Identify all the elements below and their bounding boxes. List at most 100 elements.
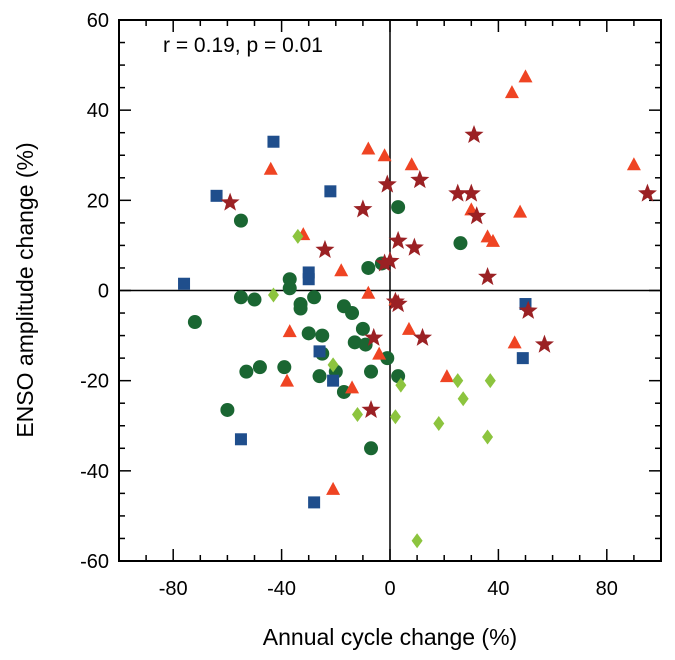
triangle-marker bbox=[280, 373, 295, 387]
circle-marker bbox=[277, 360, 292, 375]
star-marker bbox=[377, 174, 397, 193]
circle-marker bbox=[361, 260, 376, 275]
star-marker bbox=[413, 327, 433, 346]
star-marker bbox=[315, 239, 335, 259]
circle-marker bbox=[233, 213, 248, 228]
triangle-marker bbox=[504, 85, 519, 99]
square-marker bbox=[302, 273, 315, 286]
star-marker bbox=[464, 124, 484, 144]
circle-marker bbox=[301, 326, 316, 341]
star-marker bbox=[404, 237, 424, 256]
circle-marker bbox=[312, 369, 327, 384]
y-axis-label: ENSO amplitude change (%) bbox=[12, 142, 38, 437]
diamond-marker bbox=[452, 373, 464, 389]
star-marker bbox=[637, 183, 657, 202]
x-axis-label: Annual cycle change (%) bbox=[263, 624, 517, 650]
diamond-marker bbox=[267, 287, 279, 303]
star-marker bbox=[388, 294, 408, 313]
x-tick-label: -80 bbox=[159, 578, 188, 600]
triangle-marker bbox=[326, 481, 341, 495]
star-marker bbox=[461, 183, 481, 202]
diamond-marker bbox=[351, 406, 363, 422]
square-marker bbox=[234, 433, 247, 446]
x-tick-label: 0 bbox=[384, 578, 395, 600]
star-marker bbox=[220, 192, 240, 211]
star-marker bbox=[361, 399, 381, 419]
diamond-marker bbox=[484, 373, 496, 389]
triangle-marker bbox=[334, 263, 349, 277]
diamond-marker bbox=[433, 415, 445, 431]
circle-marker bbox=[293, 301, 308, 316]
x-tick-label: 80 bbox=[596, 578, 618, 600]
diamond-marker bbox=[457, 391, 469, 407]
circle-marker bbox=[453, 236, 468, 251]
diamond-marker bbox=[389, 409, 401, 425]
data-markers bbox=[178, 69, 657, 549]
axis-tick-labels: -80 -40 0 40 80 -60 -40 -20 0 20 40 60 bbox=[80, 10, 618, 600]
diamond-marker bbox=[482, 429, 494, 445]
circle-marker bbox=[364, 441, 379, 456]
triangle-marker bbox=[372, 346, 387, 360]
diamond-marker bbox=[411, 533, 423, 549]
circle-marker bbox=[358, 337, 373, 352]
circle-marker bbox=[315, 328, 330, 343]
triangle-marker bbox=[401, 321, 416, 335]
triangle-marker bbox=[518, 69, 533, 83]
triangle-marker bbox=[263, 161, 278, 175]
y-tick-label: 60 bbox=[87, 10, 109, 32]
triangle-marker bbox=[345, 380, 360, 394]
circle-marker bbox=[345, 306, 360, 321]
triangle-marker bbox=[404, 157, 419, 171]
square-marker bbox=[308, 496, 321, 509]
circle-marker bbox=[380, 351, 395, 366]
circle-marker bbox=[252, 360, 267, 375]
y-tick-label: 40 bbox=[87, 100, 109, 122]
y-tick-label: -60 bbox=[80, 551, 109, 573]
square-marker bbox=[267, 135, 280, 148]
circle-marker bbox=[355, 321, 370, 336]
y-tick-label: 20 bbox=[87, 190, 109, 212]
circle-marker bbox=[247, 292, 262, 307]
triangle-marker bbox=[377, 148, 392, 162]
circle-marker bbox=[282, 281, 297, 296]
star-marker bbox=[448, 183, 468, 202]
star-marker bbox=[364, 327, 384, 346]
star-marker bbox=[388, 230, 408, 249]
correlation-annotation: r = 0.19, p = 0.01 bbox=[163, 34, 323, 57]
square-marker bbox=[516, 352, 529, 365]
star-marker bbox=[478, 266, 498, 286]
circle-marker bbox=[336, 384, 351, 399]
diamond-marker bbox=[395, 377, 407, 393]
x-tick-label: 40 bbox=[487, 578, 509, 600]
diamond-marker bbox=[292, 228, 304, 244]
triangle-marker bbox=[282, 324, 297, 338]
triangle-marker bbox=[361, 141, 376, 155]
star-marker bbox=[518, 300, 538, 319]
x-tick-label: -40 bbox=[267, 578, 296, 600]
y-tick-label: -40 bbox=[80, 461, 109, 483]
circle-marker bbox=[187, 315, 202, 330]
square-marker bbox=[210, 189, 223, 202]
circle-marker bbox=[307, 290, 322, 305]
circle-marker bbox=[233, 290, 248, 305]
square-marker bbox=[178, 277, 191, 290]
triangle-marker bbox=[485, 233, 500, 247]
triangle-marker bbox=[439, 369, 454, 383]
triangle-marker bbox=[507, 335, 522, 349]
square-marker bbox=[324, 185, 337, 198]
circle-marker bbox=[364, 364, 379, 379]
y-tick-label: 0 bbox=[98, 281, 109, 303]
y-tick-label: -20 bbox=[80, 371, 109, 393]
circle-marker bbox=[220, 402, 235, 417]
star-marker bbox=[375, 253, 395, 272]
triangle-marker bbox=[513, 204, 528, 218]
star-marker bbox=[410, 170, 430, 189]
triangle-marker bbox=[626, 157, 641, 171]
square-marker bbox=[313, 345, 326, 358]
star-marker bbox=[534, 334, 554, 353]
triangle-marker bbox=[361, 285, 376, 299]
circle-marker bbox=[347, 335, 362, 350]
star-marker bbox=[353, 199, 373, 218]
